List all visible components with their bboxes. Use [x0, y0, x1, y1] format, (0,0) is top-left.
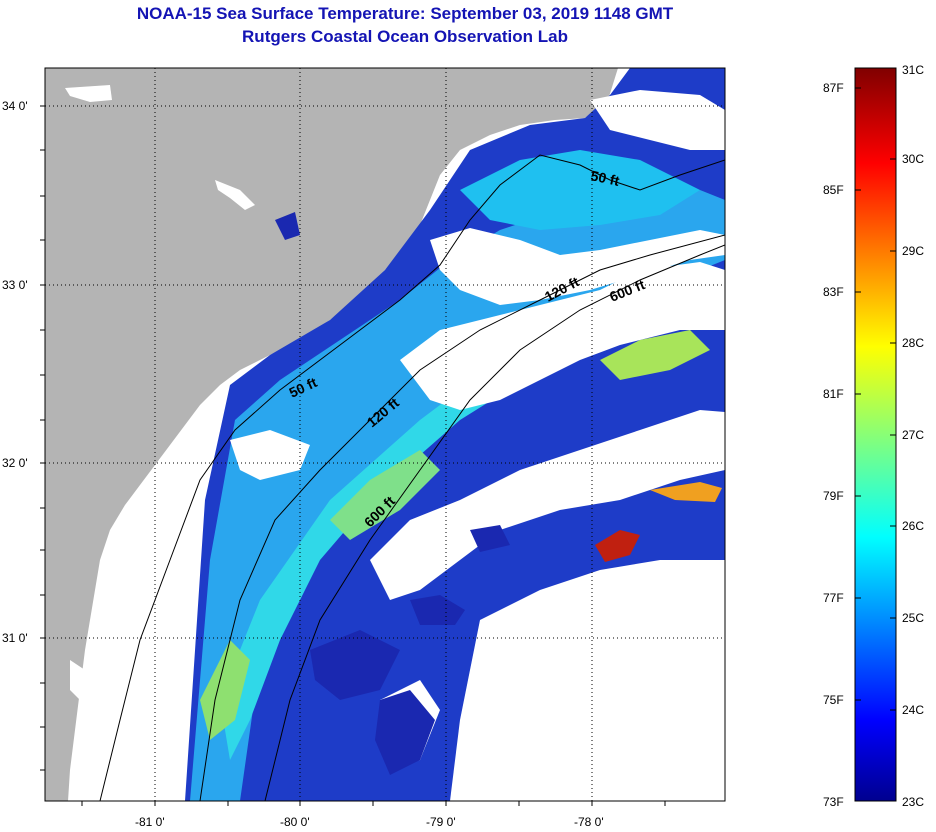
- colorbar-f-label: 87F: [823, 81, 844, 95]
- colorbar-c-label: 25C: [902, 611, 924, 625]
- cloud-mask: [400, 262, 725, 410]
- colorbar-f-label: 73F: [823, 795, 844, 809]
- sst-cool-patch: [275, 212, 300, 240]
- colorbar: [854, 67, 897, 802]
- sst-warm-patch: [600, 330, 710, 380]
- sst-cool-patch: [410, 595, 465, 625]
- cloud-mask: [370, 410, 725, 600]
- colorbar-c-label: 28C: [902, 336, 924, 350]
- map-subtitle: Rutgers Coastal Ocean Observation Lab: [242, 27, 568, 46]
- colorbar-c-label: 29C: [902, 244, 924, 258]
- sst-cool-patch: [310, 630, 400, 700]
- sst-hot-patch: [650, 482, 722, 502]
- graticule: [45, 68, 725, 801]
- colorbar-c-label: 24C: [902, 703, 924, 717]
- cloud-mask: [430, 228, 725, 305]
- lon-label: -81 0': [135, 815, 165, 829]
- contour-50ft: [99, 154, 725, 801]
- lat-label: 32 0': [2, 456, 28, 470]
- lon-label: -80 0': [280, 815, 310, 829]
- sst-cool-patch: [375, 690, 435, 775]
- sst-cool-patch: [470, 525, 510, 552]
- contour-label-50ft: 50 ft: [589, 167, 621, 189]
- colorbar-f-label: 81F: [823, 387, 844, 401]
- lon-label: -79 0': [426, 815, 456, 829]
- cloud-mask: [450, 560, 725, 801]
- colorbar-c-label: 23C: [902, 795, 924, 809]
- inland-lake: [65, 85, 112, 102]
- land-mass: [45, 68, 618, 801]
- colorbar-c-label: 27C: [902, 428, 924, 442]
- cloud-mask: [590, 90, 725, 150]
- map-title: NOAA-15 Sea Surface Temperature: Septemb…: [136, 4, 674, 23]
- map-frame: [44, 67, 726, 802]
- contour-600ft: [264, 244, 725, 801]
- lat-label: 33 0': [2, 278, 28, 292]
- colorbar-f-label: 85F: [823, 183, 844, 197]
- sst-hot-patch: [595, 530, 640, 562]
- contour-120ft: [199, 234, 725, 801]
- lat-ticks: [40, 105, 45, 771]
- lon-label: -78 0': [574, 815, 604, 829]
- sst-warm-patch: [330, 450, 440, 540]
- colorbar-ticks: [855, 87, 896, 711]
- lon-ticks: [81, 801, 666, 806]
- colorbar-f-label: 79F: [823, 489, 844, 503]
- inland-lake: [70, 660, 85, 700]
- lat-label: 34 0': [2, 99, 28, 113]
- inland-lake: [215, 180, 255, 210]
- colorbar-f-label: 75F: [823, 693, 844, 707]
- colorbar-f-label: 77F: [823, 591, 844, 605]
- colorbar-f-label: 83F: [823, 285, 844, 299]
- lat-label: 31 0': [2, 631, 28, 645]
- cloud-mask: [230, 430, 310, 480]
- colorbar-c-label: 30C: [902, 152, 924, 166]
- colorbar-c-label: 31C: [902, 63, 924, 77]
- colorbar-c-label: 26C: [902, 519, 924, 533]
